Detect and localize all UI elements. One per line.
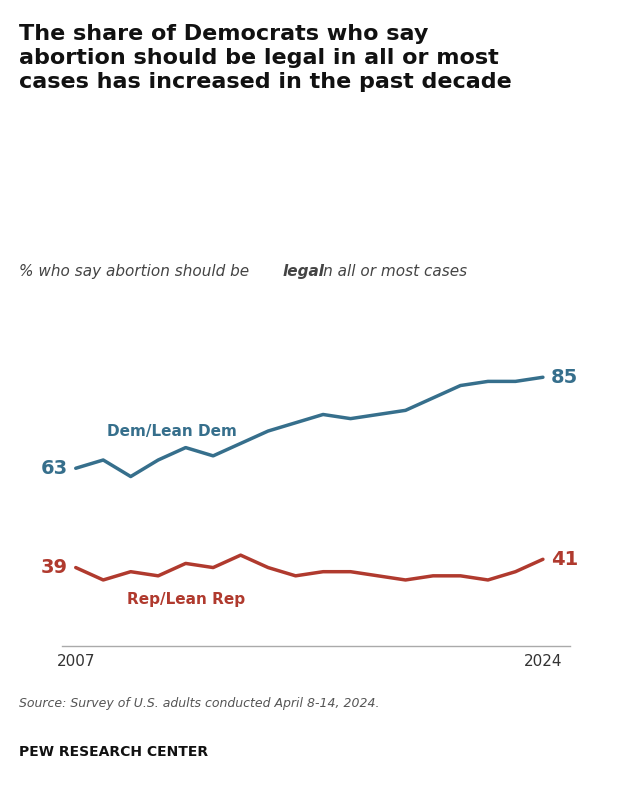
Text: Rep/Lean Rep: Rep/Lean Rep [126,593,245,608]
Text: PEW RESEARCH CENTER: PEW RESEARCH CENTER [19,745,208,759]
Text: 39: 39 [40,558,68,577]
Text: in all or most cases: in all or most cases [314,264,467,279]
Text: The share of Democrats who say
abortion should be legal in all or most
cases has: The share of Democrats who say abortion … [19,24,512,91]
Text: 41: 41 [551,550,578,569]
Text: 63: 63 [40,459,68,478]
Text: Dem/Lean Dem: Dem/Lean Dem [107,424,237,440]
Text: Source: Survey of U.S. adults conducted April 8-14, 2024.: Source: Survey of U.S. adults conducted … [19,697,379,710]
Text: % who say abortion should be: % who say abortion should be [19,264,254,279]
Text: legal: legal [282,264,324,279]
Text: 85: 85 [551,368,578,387]
